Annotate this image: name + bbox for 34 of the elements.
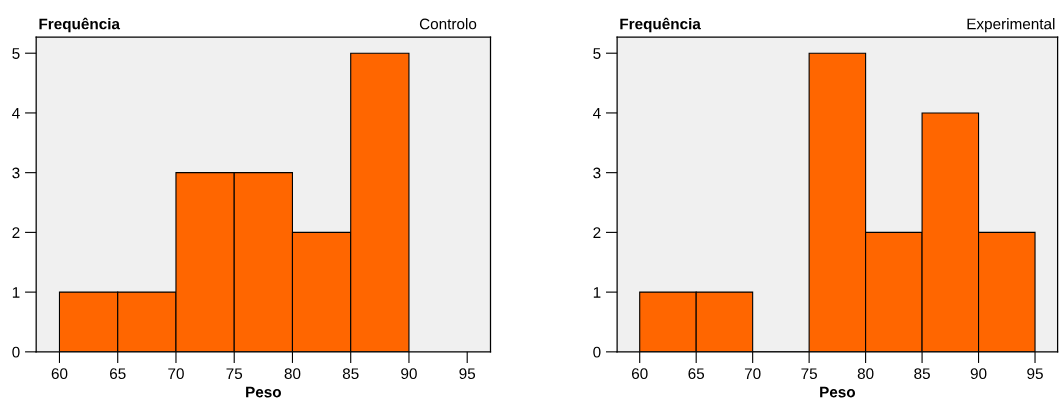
y-tick-label: 0: [12, 346, 20, 358]
x-axis-title: Peso: [246, 386, 281, 398]
chart-title: Controlo: [419, 18, 477, 30]
x-axis-title: Peso: [820, 386, 856, 398]
x-tick-label: 85: [914, 368, 930, 380]
y-tick-label: 3: [12, 167, 20, 179]
x-tick-label: 60: [51, 368, 68, 380]
y-tick-label: 3: [593, 167, 601, 179]
y-axis-title: Frequência: [620, 17, 701, 33]
x-tick-label: 65: [688, 368, 705, 380]
x-tick-label: 75: [801, 368, 817, 380]
x-tick-label: 60: [631, 368, 648, 380]
x-tick-label: 90: [970, 368, 987, 380]
x-tick-label: 95: [1027, 368, 1043, 380]
x-tick-label: 75: [226, 368, 243, 380]
x-tick-label: 85: [342, 368, 359, 380]
y-tick-label: 5: [593, 48, 601, 59]
y-tick-label: 5: [12, 48, 20, 59]
y-tick-label: 2: [12, 227, 20, 238]
x-tick-label: 70: [744, 368, 761, 380]
x-tick-label: 90: [401, 368, 417, 380]
y-tick-label: 0: [593, 346, 601, 358]
x-tick-label: 80: [284, 368, 301, 380]
x-tick-label: 65: [110, 368, 126, 380]
y-tick-label: 1: [593, 287, 601, 298]
x-tick-label: 80: [857, 368, 874, 380]
y-tick-label: 1: [12, 287, 20, 298]
chart-title: Experimental: [967, 18, 1055, 33]
y-tick-label: 4: [12, 107, 20, 119]
y-tick-label: 4: [593, 107, 601, 119]
x-tick-label: 70: [168, 368, 184, 380]
y-tick-label: 2: [593, 227, 601, 238]
y-axis-title: Frequência: [39, 17, 121, 33]
x-tick-label: 95: [459, 368, 476, 380]
